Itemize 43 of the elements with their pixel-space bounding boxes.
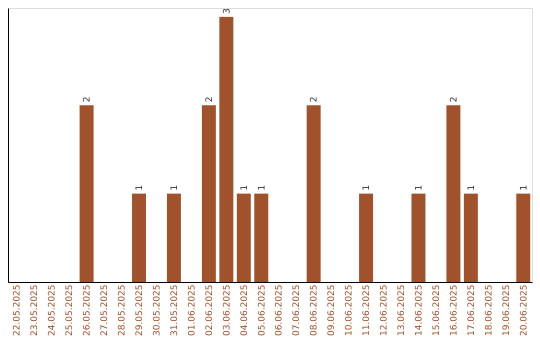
x-tick-label: 27.05.2025 [100, 284, 110, 336]
x-tick-label: 02.06.2025 [204, 284, 215, 336]
x-tick-label: 12.06.2025 [380, 284, 390, 336]
data-label: 1 [362, 184, 372, 191]
data-label: 1 [466, 184, 477, 191]
data-label: 2 [204, 96, 215, 102]
data-label: 2 [449, 96, 460, 102]
data-label: 1 [135, 184, 145, 191]
x-tick-label: 07.06.2025 [292, 284, 302, 336]
x-tick-label: 19.06.2025 [502, 284, 512, 336]
x-tick-label: 29.05.2025 [135, 284, 145, 336]
x-tick-label: 08.06.2025 [310, 284, 320, 336]
x-tick-label: 06.06.2025 [274, 284, 285, 336]
x-tick-label: 05.06.2025 [257, 284, 268, 336]
data-label: 1 [257, 184, 268, 191]
x-tick-label: 16.06.2025 [449, 284, 460, 336]
data-label: 1 [240, 184, 250, 191]
x-tick-label: 03.06.2025 [222, 284, 232, 336]
x-tick-label: 14.06.2025 [414, 284, 424, 336]
x-tick-label: 31.05.2025 [170, 284, 180, 336]
x-tick-label: 30.05.2025 [152, 284, 162, 336]
x-tick-label: 01.06.2025 [187, 284, 198, 336]
data-label: 2 [82, 96, 93, 102]
x-tick-label: 10.06.2025 [344, 284, 355, 336]
x-tick-label: 15.06.2025 [432, 284, 442, 336]
x-tick-label: 13.06.2025 [397, 284, 407, 336]
x-tick-label: 25.05.2025 [65, 284, 76, 336]
data-label: 3 [222, 8, 232, 14]
data-label: 1 [414, 184, 424, 191]
x-tick-label: 26.05.2025 [82, 284, 93, 336]
x-tick-label: 09.06.2025 [327, 284, 338, 336]
x-tick-label: 22.05.2025 [12, 284, 23, 336]
x-tick-label: 23.05.2025 [30, 284, 40, 336]
x-tick-label: 17.06.2025 [466, 284, 477, 336]
x-tick-label: 20.06.2025 [519, 284, 530, 336]
x-tick-label: 18.06.2025 [484, 284, 494, 336]
data-label: 1 [519, 184, 530, 191]
x-tick-label: 24.05.2025 [48, 284, 58, 336]
data-label: 2 [310, 96, 320, 102]
x-tick-label: 28.05.2025 [118, 284, 128, 336]
data-label: 1 [170, 184, 180, 191]
x-tick-label: 04.06.2025 [240, 284, 250, 336]
x-tick-label: 11.06.2025 [362, 284, 372, 336]
